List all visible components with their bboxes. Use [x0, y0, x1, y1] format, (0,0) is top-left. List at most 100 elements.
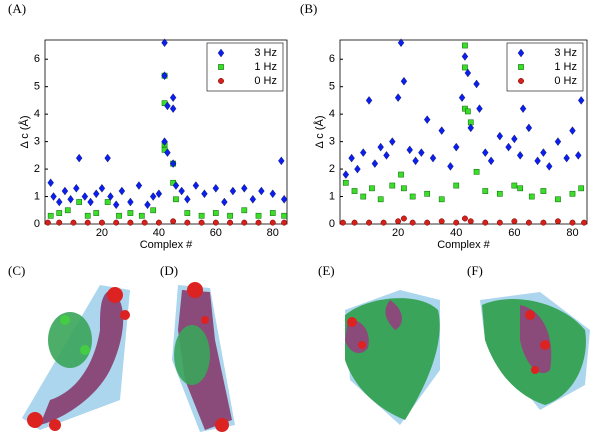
x-tick-label: 20 — [392, 227, 404, 239]
diamond-point — [280, 195, 288, 204]
structure-d — [172, 282, 235, 432]
square-point — [389, 182, 396, 189]
panel-label: (C) — [8, 263, 25, 278]
circle-point — [540, 219, 547, 226]
diamond-point — [546, 162, 553, 171]
circle-point — [227, 219, 234, 226]
y-axis-label: Δ c (Å) — [313, 115, 326, 148]
diamond-point — [47, 178, 54, 188]
circle-point — [241, 219, 248, 226]
diamond-point — [161, 38, 168, 47]
circle-point — [351, 219, 358, 226]
diamond-point — [73, 184, 80, 193]
square-point — [409, 193, 416, 200]
diamond-point — [464, 68, 472, 78]
square-point — [377, 196, 384, 203]
circle-point — [281, 219, 288, 226]
diamond-point — [447, 162, 454, 171]
diamond-point — [438, 126, 445, 135]
y-tick-label: 6 — [34, 53, 40, 65]
diamond-point — [169, 93, 177, 102]
square-point — [578, 185, 585, 192]
x-tick-label: 40 — [153, 227, 165, 239]
circle-point — [170, 218, 177, 225]
diamond-point — [107, 192, 114, 201]
diamond-point — [412, 156, 419, 166]
diamond-point — [67, 195, 74, 204]
square-point — [104, 199, 111, 205]
panel-label: (F) — [467, 263, 483, 278]
diamond-point — [81, 192, 89, 201]
diamond-point — [519, 104, 527, 113]
circle-point — [212, 219, 219, 226]
square-point — [64, 207, 71, 214]
diamond-point — [127, 197, 134, 207]
circle-point — [395, 218, 402, 225]
diamond-point — [516, 151, 524, 160]
circle-point — [84, 219, 91, 226]
diamond-point — [511, 134, 518, 144]
diamond-point — [569, 126, 576, 135]
structure-f — [480, 292, 590, 410]
diamond-point — [104, 153, 111, 163]
diamond-point — [50, 192, 57, 201]
x-axis-label: Complex # — [437, 239, 490, 251]
square-point — [438, 196, 445, 203]
diamond-point — [377, 142, 384, 152]
x-axis-label: Complex # — [140, 239, 193, 251]
diamond-point — [241, 184, 248, 193]
circle-point — [380, 219, 387, 226]
square-point — [351, 188, 358, 194]
diamond-point — [476, 104, 483, 113]
legend-label: 1 Hz — [554, 61, 577, 73]
square-point — [56, 210, 63, 216]
legend-marker — [517, 48, 525, 58]
square-point — [453, 182, 460, 189]
square-point — [462, 42, 468, 49]
diamond-point — [278, 156, 285, 166]
y-tick-label: 6 — [329, 53, 335, 65]
diamond-point — [423, 115, 431, 124]
circle-point — [127, 219, 134, 226]
diamond-point — [467, 123, 474, 133]
y-axis-label: Δ c (Å) — [18, 115, 31, 148]
square-point — [540, 188, 547, 194]
diamond-point — [389, 137, 396, 146]
x-tick-label: 60 — [508, 227, 520, 239]
square-point — [116, 212, 122, 219]
circle-point — [141, 219, 148, 226]
diamond-point — [172, 181, 180, 190]
circle-point — [496, 219, 503, 226]
diamond-point — [342, 170, 349, 179]
square-point — [398, 171, 404, 178]
legend-marker — [217, 48, 225, 58]
diamond-point — [505, 142, 512, 152]
square-point — [150, 207, 157, 214]
diamond-point — [461, 52, 469, 61]
diamond-point — [371, 159, 379, 168]
diamond-point — [482, 148, 489, 157]
square-point — [198, 212, 205, 219]
y-tick-label: 1 — [34, 190, 40, 202]
circle-point — [184, 219, 191, 226]
diamond-point — [269, 189, 276, 199]
square-point — [424, 190, 431, 197]
diamond-point — [540, 148, 547, 157]
diamond-point — [458, 93, 466, 102]
square-point — [496, 190, 503, 197]
diamond-point — [164, 148, 171, 157]
circle-point — [98, 219, 105, 226]
diamond-point — [75, 153, 83, 163]
circle-point — [462, 215, 468, 222]
x-tick-label: 80 — [267, 227, 279, 239]
panel-label: (A) — [8, 1, 26, 16]
panel-label: (E) — [318, 263, 335, 278]
diamond-point — [184, 195, 191, 204]
legend-marker — [218, 64, 224, 70]
circle-point — [155, 219, 162, 226]
panel-label: (B) — [300, 1, 317, 16]
legend-label: 1 Hz — [254, 61, 277, 73]
square-point — [465, 108, 471, 115]
square-point — [127, 210, 134, 216]
